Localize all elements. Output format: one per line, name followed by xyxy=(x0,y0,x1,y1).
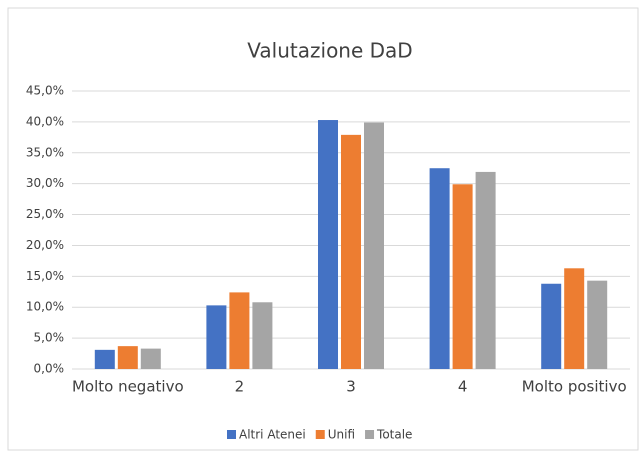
bar xyxy=(252,302,273,369)
legend-label: Totale xyxy=(376,428,412,442)
legend-label: Altri Atenei xyxy=(239,428,306,442)
x-tick-label: 3 xyxy=(346,378,356,396)
y-tick-label: 20,0% xyxy=(26,238,64,252)
bar xyxy=(341,134,361,369)
bar xyxy=(541,283,562,369)
bar xyxy=(364,122,384,369)
bar xyxy=(117,346,138,369)
y-tick-label: 40,0% xyxy=(26,114,64,128)
bar xyxy=(564,268,585,369)
x-tick-label: Molto negativo xyxy=(72,378,184,396)
y-tick-label: 25,0% xyxy=(26,207,64,221)
y-tick-label: 45,0% xyxy=(26,84,64,98)
y-tick-label: 10,0% xyxy=(26,300,64,314)
bar xyxy=(587,280,608,369)
legend-swatch xyxy=(315,430,325,439)
bar xyxy=(318,120,338,369)
x-tick-label: Molto positivo xyxy=(522,378,627,396)
bar xyxy=(206,305,227,369)
legend-swatch xyxy=(365,430,375,439)
y-tick-label: 35,0% xyxy=(26,145,64,159)
y-tick-label: 30,0% xyxy=(26,176,64,190)
y-tick-label: 15,0% xyxy=(26,269,64,283)
bar xyxy=(229,292,250,369)
legend-label: Unifi xyxy=(328,428,355,442)
bar xyxy=(452,184,473,369)
legend-swatch xyxy=(227,430,236,439)
y-tick-label: 0,0% xyxy=(34,362,65,376)
y-tick-label: 5,0% xyxy=(34,331,65,345)
x-tick-label: 4 xyxy=(458,378,468,396)
bar xyxy=(429,168,450,369)
bar xyxy=(140,348,161,369)
chart-title: Valutazione DaD xyxy=(247,39,412,63)
x-tick-label: 2 xyxy=(235,378,245,396)
bar xyxy=(475,171,496,369)
bar xyxy=(94,349,115,369)
